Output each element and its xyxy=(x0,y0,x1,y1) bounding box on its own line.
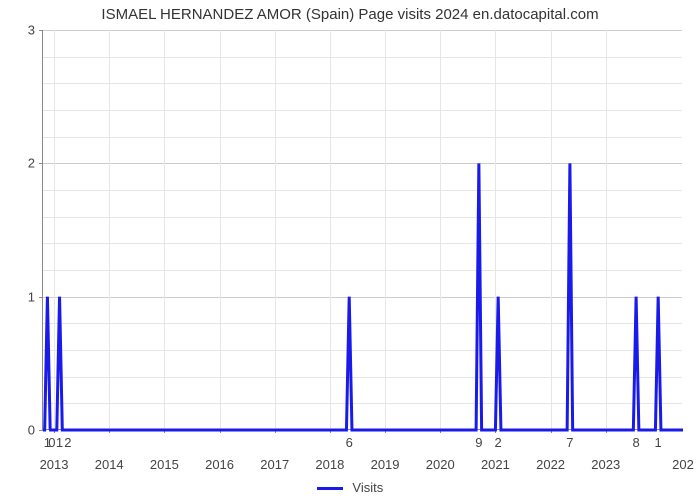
x-tick-label: 2022 xyxy=(536,451,565,472)
value-label: 2 xyxy=(495,435,502,450)
value-label: 6 xyxy=(346,435,353,450)
value-label: 8 xyxy=(632,435,639,450)
x-tick-label: 2015 xyxy=(150,451,179,472)
legend-label: Visits xyxy=(352,480,383,495)
x-tick-label: 2020 xyxy=(426,451,455,472)
legend-swatch xyxy=(317,487,343,490)
y-tick-label: 0 xyxy=(28,423,43,438)
chart-title: ISMAEL HERNANDEZ AMOR (Spain) Page visit… xyxy=(0,6,700,23)
y-tick-label: 2 xyxy=(28,156,43,171)
plot-area: 0123201320142015201620172018201920202021… xyxy=(42,30,682,430)
value-label: 1 xyxy=(56,435,63,450)
x-tick-label: 2023 xyxy=(591,451,620,472)
x-tick-label: 2019 xyxy=(371,451,400,472)
x-tick-label: 202 xyxy=(672,451,694,472)
value-label: 0 xyxy=(48,435,55,450)
x-tick-label: 2013 xyxy=(40,451,69,472)
legend: Visits xyxy=(0,480,700,495)
x-tick-label: 2014 xyxy=(95,451,124,472)
x-tick-label: 2017 xyxy=(260,451,289,472)
value-label: 2 xyxy=(64,435,71,450)
value-label: 7 xyxy=(566,435,573,450)
x-tick-label: 2016 xyxy=(205,451,234,472)
y-tick-label: 3 xyxy=(28,23,43,38)
series-line xyxy=(43,30,683,430)
x-tick-label: 2018 xyxy=(315,451,344,472)
x-tick-label: 2021 xyxy=(481,451,510,472)
y-tick-label: 1 xyxy=(28,289,43,304)
value-label: 1 xyxy=(655,435,662,450)
value-label: 9 xyxy=(475,435,482,450)
